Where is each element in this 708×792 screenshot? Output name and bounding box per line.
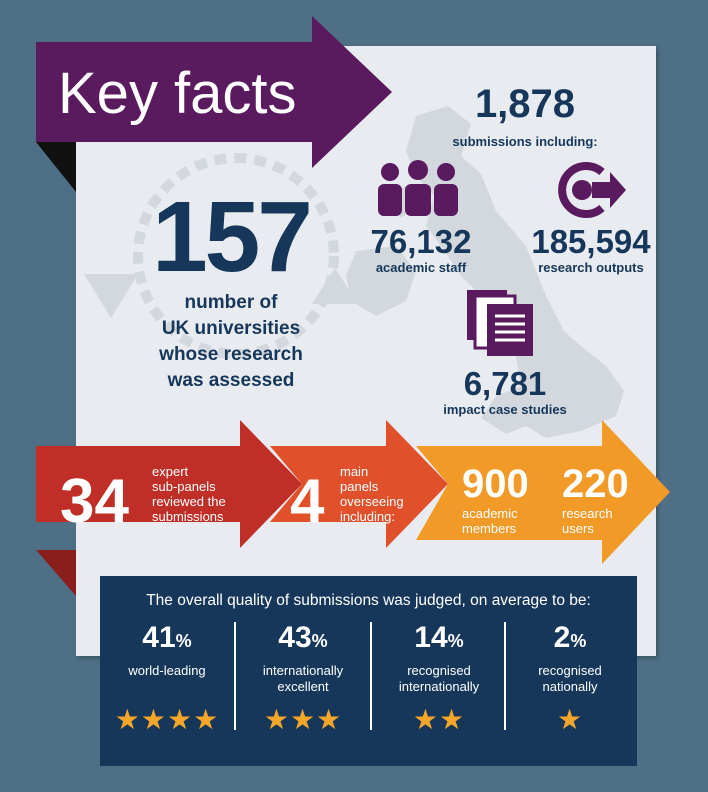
subpanels-label-line: expert <box>152 464 189 479</box>
main-panels-label: main panels overseeing including: <box>340 464 430 524</box>
quality-unit: % <box>447 631 464 651</box>
submissions-label: submissions including: <box>452 134 598 149</box>
quality-value: 43 <box>278 621 312 654</box>
research-users-count: 220 <box>562 462 629 506</box>
arrow-left-icon <box>84 274 138 318</box>
quality-unit: % <box>175 631 192 651</box>
arrow-right-icon <box>312 268 358 304</box>
quality-value: 2 <box>553 621 571 654</box>
divider <box>504 622 506 730</box>
quality-unit: % <box>311 631 328 651</box>
quality-item: 43% internationally excellent ★★★ <box>236 620 370 734</box>
decor-layer <box>84 106 624 438</box>
people-icon <box>378 160 458 216</box>
panels-arrow <box>270 420 448 548</box>
star-rating-icon: ★★ <box>412 704 466 735</box>
quality-label-line: recognised <box>407 663 471 678</box>
impact-label: impact case studies <box>443 402 567 417</box>
main-panels-label-line: overseeing <box>340 494 404 509</box>
divider <box>234 622 236 730</box>
documents-icon <box>467 290 533 356</box>
subpanels-count: 34 <box>60 467 129 536</box>
academic-members-block: 900 academic members <box>462 462 552 536</box>
outputs-count: 185,594 <box>531 223 651 260</box>
title-banner <box>36 16 392 192</box>
subpanels-label-line: sub-panels <box>152 479 216 494</box>
submissions-count: 1,878 <box>474 82 576 126</box>
main-panels-label-line: main <box>340 464 369 479</box>
academic-members-label-line: members <box>462 521 517 536</box>
staff-stat: 76,132 academic staff <box>356 224 486 276</box>
subpanels-label-line: reviewed the <box>152 494 226 509</box>
page-title: Key facts <box>58 61 297 126</box>
research-users-label-line: research <box>562 506 613 521</box>
outputs-label: research outputs <box>538 260 644 275</box>
quality-unit: % <box>570 631 587 651</box>
quality-value: 14 <box>414 621 448 654</box>
quality-item: 14% recognised internationally ★★ <box>372 620 506 734</box>
star-rating-icon: ★ <box>556 704 584 735</box>
universities-label-line: whose research <box>159 344 303 365</box>
divider <box>370 622 372 730</box>
quality-label-line: excellent <box>277 679 329 694</box>
universities-label-line: was assessed <box>167 370 295 391</box>
quality-label-line: recognised <box>538 663 602 678</box>
arrow-band <box>36 420 670 596</box>
subpanels-label-line: submissions <box>152 509 224 524</box>
quality-label-line: world-leading <box>128 663 206 678</box>
quality-heading: The overall quality of submissions was j… <box>146 592 591 609</box>
star-rating-icon: ★★★ <box>263 704 343 735</box>
quality-item: 41% world-leading ★★★★ <box>100 620 234 734</box>
quality-label-line: internationally <box>262 663 344 678</box>
academic-members-label: academic members <box>462 506 552 536</box>
quality-item: 2% recognised nationally ★ <box>503 620 637 734</box>
research-users-block: 220 research users <box>562 462 652 536</box>
impact-count: 6,781 <box>463 365 547 402</box>
research-users-label: research users <box>562 506 652 536</box>
universities-label-line: UK universities <box>161 318 301 339</box>
subpanels-arrow <box>36 420 302 548</box>
main-panels-count: 4 <box>290 467 325 536</box>
star-rating-icon: ★★★★ <box>114 704 220 735</box>
staff-label: academic staff <box>375 260 467 275</box>
output-cycle-icon <box>558 162 626 218</box>
quality-value: 41 <box>142 621 176 654</box>
impact-stat: 6,781 impact case studies <box>420 366 590 418</box>
universities-label: number of UK universities whose research… <box>128 290 334 394</box>
universities-label-line: number of <box>184 292 278 313</box>
submissions-stat: 1,878 submissions including: <box>400 82 650 150</box>
subpanels-label: expert sub-panels reviewed the submissio… <box>152 464 272 524</box>
academic-members-count: 900 <box>462 462 529 506</box>
quality-panel: The overall quality of submissions was j… <box>100 576 637 766</box>
quality-label-line: nationally <box>542 679 598 694</box>
universities-count: 157 <box>152 181 313 293</box>
staff-count: 76,132 <box>370 223 472 260</box>
main-panels-label-line: panels <box>340 479 379 494</box>
research-users-label-line: users <box>562 521 594 536</box>
main-panels-label-line: including: <box>340 509 395 524</box>
recycle-arrows-icon <box>133 153 339 359</box>
members-arrow <box>416 420 670 564</box>
quality-label-line: internationally <box>398 679 480 694</box>
academic-members-label-line: academic <box>462 506 518 521</box>
outputs-stat: 185,594 research outputs <box>516 224 666 276</box>
